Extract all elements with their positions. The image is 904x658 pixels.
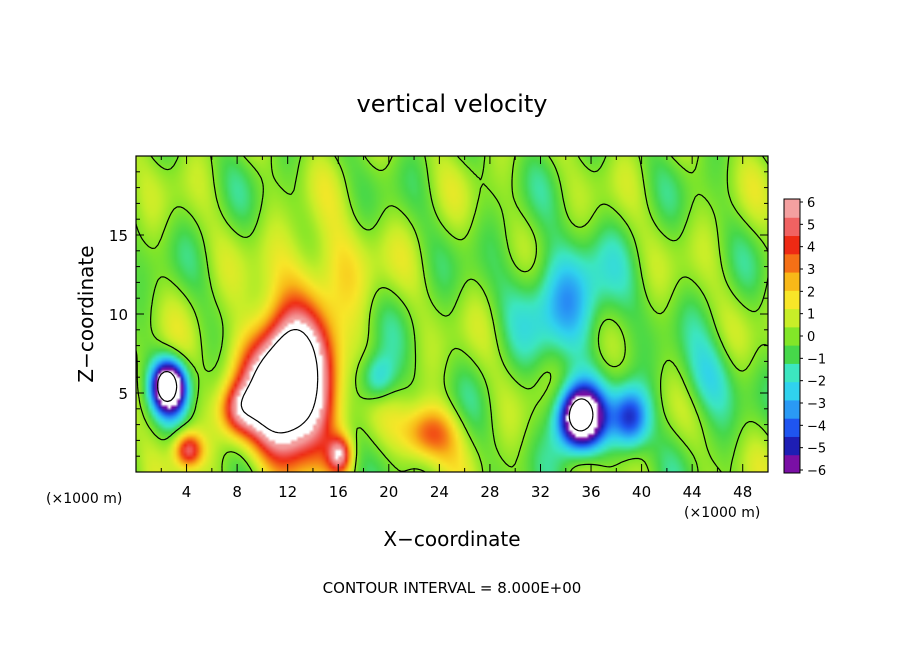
x-tick-label: 36: [581, 483, 600, 501]
y-axis-ticks: 5 10 15: [109, 171, 768, 457]
x-tick-label: 40: [632, 483, 651, 501]
colorbar-swatch: [784, 326, 800, 346]
x-tick-label: 24: [430, 483, 449, 501]
x-tick-label: 28: [480, 483, 499, 501]
colorbar-swatch: [784, 235, 800, 255]
x-axis-title: X−coordinate: [383, 527, 520, 551]
colorbar-tick-label: 2: [807, 285, 815, 300]
contour-interval-label: CONTOUR INTERVAL = 8.000E+00: [323, 579, 582, 597]
x-units-label: (×1000 m): [46, 491, 122, 507]
colorbar-swatch: [784, 290, 800, 310]
colorbar-swatch: [784, 199, 800, 218]
colorbar-tick-label: 3: [807, 263, 815, 278]
colorbar-tick-label: −1: [807, 352, 826, 367]
colorbar-swatch: [784, 363, 800, 383]
x-tick-label: 4: [182, 483, 192, 501]
colorbar: 6 5 4 3 2 1 0 −1 −2 −3 −4 −5 −6: [783, 196, 826, 479]
colorbar-swatch: [784, 436, 800, 456]
chart-title: vertical velocity: [357, 90, 548, 118]
colorbar-tick-label: 6: [807, 196, 815, 211]
x-tick-label: 48: [733, 483, 752, 501]
x-axis-ticks: 4 8 12 16 20 24 28 32 36 40 44 48: [160, 156, 752, 501]
plot-area: [136, 156, 768, 472]
colorbar-tick-label: 1: [807, 308, 815, 323]
colorbar-swatch: [784, 308, 800, 328]
contour-lines: [136, 156, 768, 472]
z-units-label: (×1000 m): [684, 505, 760, 521]
y-tick-label: 5: [118, 385, 128, 403]
colorbar-swatch: [784, 272, 800, 291]
y-axis-title: Z−coordinate: [74, 245, 98, 382]
x-tick-label: 20: [379, 483, 398, 501]
colorbar-swatch: [784, 381, 800, 401]
colorbar-tick-label: −2: [807, 375, 826, 390]
velocity-field-image: [136, 156, 768, 472]
colorbar-tick-label: 0: [807, 330, 815, 345]
y-tick-label: 10: [109, 306, 128, 324]
contour-line: [136, 156, 768, 472]
colorbar-tick-label: 5: [807, 218, 815, 233]
x-tick-label: 44: [683, 483, 702, 501]
contour-line: [240, 329, 319, 434]
colorbar-tick-label: −3: [807, 397, 826, 412]
x-tick-label: 8: [232, 483, 242, 501]
y-tick-label: 15: [109, 227, 128, 245]
colorbar-swatch: [784, 253, 800, 273]
x-tick-label: 12: [278, 483, 297, 501]
colorbar-tick-label: −4: [807, 419, 826, 434]
colorbar-tick-label: −6: [807, 464, 826, 479]
x-tick-label: 16: [329, 483, 348, 501]
colorbar-swatch: [784, 418, 800, 437]
colorbar-swatch: [784, 454, 800, 474]
contour-line: [157, 370, 594, 432]
colorbar-swatch: [784, 399, 800, 419]
x-tick-label: 32: [531, 483, 550, 501]
colorbar-tick-label: 4: [807, 241, 815, 256]
colorbar-swatch: [784, 345, 800, 364]
colorbar-tick-label: −5: [807, 442, 826, 457]
colorbar-swatch: [784, 217, 800, 237]
